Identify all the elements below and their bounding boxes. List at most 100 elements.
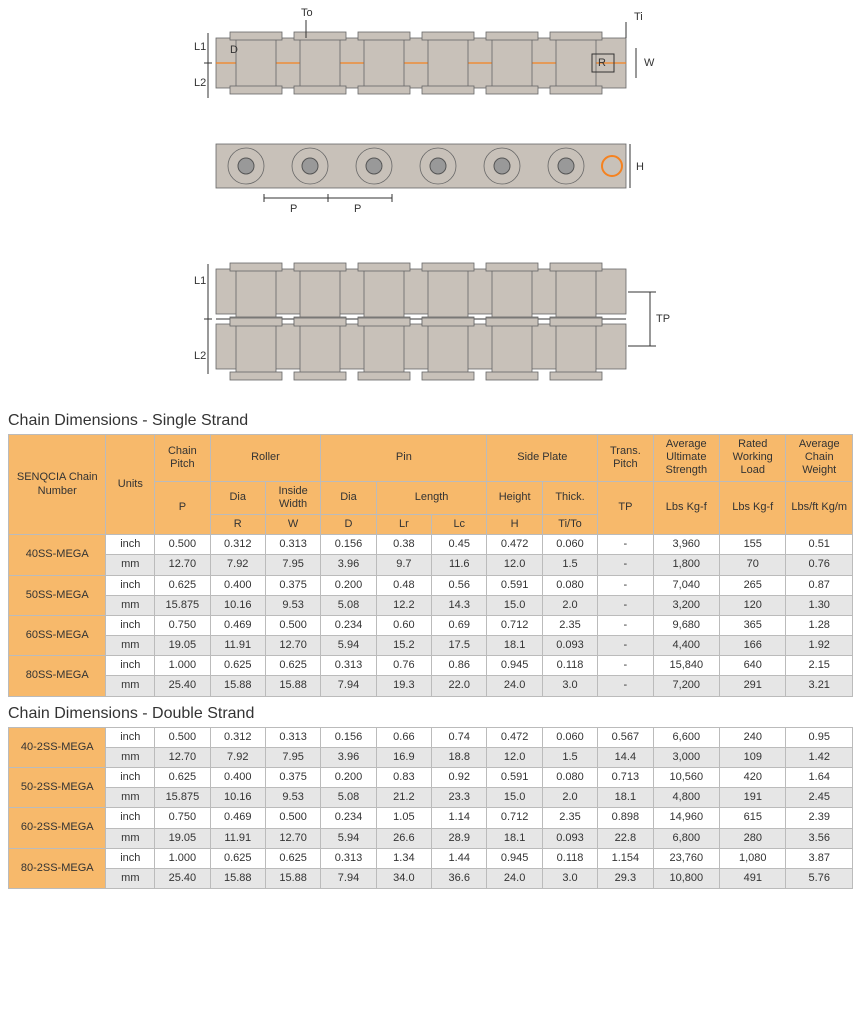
data-cell: 0.500 — [265, 808, 320, 828]
data-cell: - — [598, 595, 653, 615]
data-cell: 1,080 — [720, 848, 786, 868]
chain-number-cell: 80-2SS-MEGA — [9, 848, 106, 888]
data-cell: 12.2 — [376, 595, 431, 615]
unit-cell: mm — [106, 868, 155, 888]
label-W: W — [644, 57, 655, 69]
data-cell: 0.76 — [786, 555, 853, 575]
data-cell: 0.375 — [265, 768, 320, 788]
data-cell: 0.200 — [321, 768, 376, 788]
data-cell: 1.5 — [542, 747, 597, 767]
data-cell: 365 — [720, 615, 786, 635]
data-cell: - — [598, 676, 653, 696]
data-cell: 12.70 — [155, 555, 210, 575]
data-cell: 26.6 — [376, 828, 431, 848]
data-cell: 0.500 — [155, 535, 210, 555]
data-cell: 21.2 — [376, 788, 431, 808]
data-cell: 15,840 — [653, 656, 719, 676]
data-cell: 15.875 — [155, 595, 210, 615]
data-cell: 24.0 — [487, 676, 542, 696]
data-cell: 15.88 — [265, 676, 320, 696]
label-L2: L2 — [194, 77, 206, 89]
data-cell: 3,000 — [653, 747, 719, 767]
data-cell: 0.080 — [542, 768, 597, 788]
unit-cell: mm — [106, 555, 155, 575]
data-cell: 0.118 — [542, 656, 597, 676]
data-cell: 0.625 — [265, 848, 320, 868]
data-cell: 3.0 — [542, 676, 597, 696]
data-cell: 0.86 — [432, 656, 487, 676]
data-cell: 0.469 — [210, 808, 265, 828]
th-roller-w: Inside Width — [265, 481, 320, 514]
data-cell: 25.40 — [155, 868, 210, 888]
data-cell: 15.0 — [487, 595, 542, 615]
data-cell: 420 — [720, 768, 786, 788]
th-roller-dia: Dia — [210, 481, 265, 514]
chain-number-cell: 50SS-MEGA — [9, 575, 106, 615]
data-cell: 0.87 — [786, 575, 853, 595]
th-R: R — [210, 514, 265, 534]
label-To: To — [301, 8, 313, 19]
data-cell: 1.64 — [786, 768, 853, 788]
data-cell: 14.3 — [432, 595, 487, 615]
data-cell: 1.44 — [432, 848, 487, 868]
data-cell: 29.3 — [598, 868, 653, 888]
th-TiTo: Ti/To — [542, 514, 597, 534]
label-L1: L1 — [194, 41, 206, 53]
data-cell: 28.9 — [432, 828, 487, 848]
data-cell: 0.625 — [210, 848, 265, 868]
th-transpitch: Trans. Pitch — [598, 435, 653, 482]
data-cell: 11.6 — [432, 555, 487, 575]
data-cell: 2.35 — [542, 615, 597, 635]
chain-number-cell: 80SS-MEGA — [9, 656, 106, 696]
data-cell: 2.15 — [786, 656, 853, 676]
label-R: R — [598, 57, 606, 69]
label-P1: P — [290, 203, 297, 215]
data-cell: 18.1 — [598, 788, 653, 808]
data-cell: 14.4 — [598, 747, 653, 767]
th-roller: Roller — [210, 435, 321, 482]
unit-cell: mm — [106, 676, 155, 696]
data-cell: - — [598, 575, 653, 595]
th-chain-number: SENQCIA Chain Number — [9, 435, 106, 535]
data-cell: 5.08 — [321, 595, 376, 615]
data-cell: 1.42 — [786, 747, 853, 767]
data-cell: 1.28 — [786, 615, 853, 635]
unit-cell: inch — [106, 848, 155, 868]
data-cell: 3.87 — [786, 848, 853, 868]
data-cell: 15.875 — [155, 788, 210, 808]
data-cell: 0.625 — [210, 656, 265, 676]
unit-cell: mm — [106, 636, 155, 656]
label-H: H — [636, 161, 644, 173]
data-cell: 1.000 — [155, 848, 210, 868]
th-H: H — [487, 514, 542, 534]
data-cell: 1.30 — [786, 595, 853, 615]
th-pin-dia: Dia — [321, 481, 376, 514]
data-cell: 6,800 — [653, 828, 719, 848]
th-avgult: Average Ultimate Strength — [653, 435, 719, 482]
data-cell: 70 — [720, 555, 786, 575]
data-cell: 0.567 — [598, 727, 653, 747]
data-cell: 0.712 — [487, 808, 542, 828]
data-cell: 9.7 — [376, 555, 431, 575]
data-cell: 19.05 — [155, 828, 210, 848]
data-cell: 17.5 — [432, 636, 487, 656]
data-cell: 0.118 — [542, 848, 597, 868]
data-cell: 0.712 — [487, 615, 542, 635]
data-cell: 11.91 — [210, 636, 265, 656]
data-cell: 0.093 — [542, 636, 597, 656]
data-cell: 15.0 — [487, 788, 542, 808]
chain-number-cell: 60-2SS-MEGA — [9, 808, 106, 848]
data-cell: 0.500 — [155, 727, 210, 747]
data-cell: 7.95 — [265, 747, 320, 767]
data-cell: 0.60 — [376, 615, 431, 635]
data-cell: 1,800 — [653, 555, 719, 575]
data-cell: 22.0 — [432, 676, 487, 696]
data-cell: 12.0 — [487, 555, 542, 575]
data-cell: 7,040 — [653, 575, 719, 595]
diagram-double-side: L1 L2 TP — [186, 244, 676, 394]
data-cell: 0.38 — [376, 535, 431, 555]
unit-cell: inch — [106, 615, 155, 635]
data-cell: 5.94 — [321, 636, 376, 656]
data-cell: 12.70 — [265, 828, 320, 848]
data-cell: 36.6 — [432, 868, 487, 888]
